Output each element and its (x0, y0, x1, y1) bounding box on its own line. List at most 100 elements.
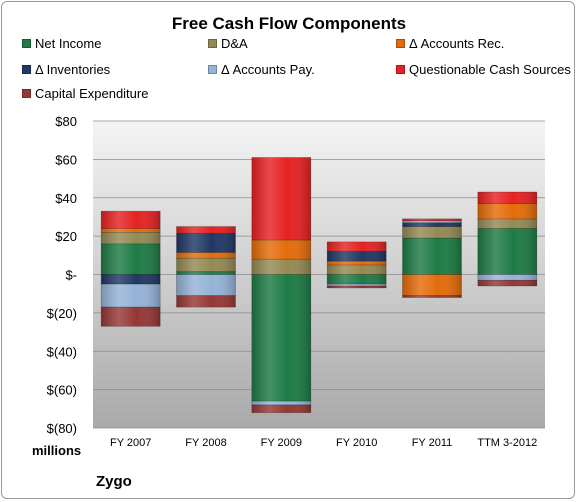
legend-swatch-capex (22, 89, 31, 98)
bar-segment-accounts-pay (100, 283, 161, 308)
bar-segment-d-a (251, 258, 312, 275)
bar-segment-d-a (477, 218, 538, 229)
bar-shine (176, 258, 236, 272)
legend-swatch-accounts-rec (396, 39, 405, 48)
bar-shine (251, 401, 311, 405)
y-axis-ticks: $80 $60 $40 $20 $- $(20) $(40) $(60) $(80) (47, 114, 77, 436)
x-tick-label: FY 2011 (412, 437, 453, 449)
bar-shine (101, 307, 161, 327)
bar-shine (402, 295, 462, 298)
legend-item-questionable-cash: Questionable Cash Sources (396, 62, 571, 77)
legend-label-accounts-rec: Δ Accounts Rec. (409, 36, 505, 51)
bar-segment-net-income (477, 228, 538, 275)
legend-label-da: D&A (221, 36, 248, 51)
bar-shine (251, 404, 311, 413)
bar-shine (402, 274, 462, 296)
units-label: millions (32, 443, 82, 458)
bar-shine (101, 211, 161, 229)
x-tick-label: TTM 3-2012 (477, 437, 537, 449)
bar-shine (251, 259, 311, 275)
bar-shine (402, 222, 462, 227)
bar-shine (402, 220, 462, 223)
bar-segment-inventories (176, 232, 236, 253)
bar-segment-accounts-rec (100, 228, 161, 233)
legend-swatch-net-income (22, 39, 31, 48)
y-tick-label: $80 (55, 114, 77, 129)
x-tick-label: FY 2007 (110, 437, 151, 449)
bar-shine (477, 191, 537, 204)
y-tick-label: $20 (55, 229, 77, 244)
bar-shine (477, 274, 537, 281)
bar-shine (402, 226, 462, 239)
bar-segment-accounts-rec (402, 274, 462, 296)
bar-shine (477, 228, 537, 275)
x-tick-label: FY 2008 (185, 437, 226, 449)
bar-segment-inventories (100, 274, 161, 285)
bar-shine (327, 286, 387, 288)
legend-swatch-questionable-cash (396, 65, 405, 74)
bar-shine (327, 261, 387, 265)
bar-shine (251, 239, 311, 260)
bar-segment-d-a (176, 257, 236, 272)
bar-shine (327, 284, 387, 287)
legend-swatch-inventories (22, 65, 31, 74)
bar-shine (477, 203, 537, 219)
bar-shine (101, 232, 161, 244)
bar-segment-accounts-rec (176, 252, 236, 259)
bar-shine (327, 241, 387, 252)
bar-shine (477, 280, 537, 287)
bar-shine (176, 226, 236, 234)
y-tick-label: $(20) (47, 306, 77, 321)
bar-segment-accounts-pay (477, 274, 538, 281)
bar-segment-net-income (402, 237, 462, 275)
bar-segment-accounts-rec (251, 239, 312, 260)
bar-segment-questionable-cash-sources (477, 191, 538, 204)
legend-item-inventories: Δ Inventories (22, 62, 110, 77)
bar-segment-net-income (100, 243, 161, 275)
legend-item-accounts-pay: Δ Accounts Pay. (208, 62, 315, 77)
bar-segment-net-income (251, 274, 312, 402)
bar-shine (176, 295, 236, 308)
bar-shine (101, 284, 161, 308)
bar-shine (251, 157, 311, 240)
bar-shine (101, 274, 161, 285)
bar-segment-questionable-cash-sources (402, 218, 462, 222)
bar-shine (402, 218, 462, 221)
legend-item-net-income: Net Income (22, 36, 101, 51)
x-tick-label: FY 2010 (336, 437, 377, 449)
legend-label-capex: Capital Expenditure (35, 86, 149, 101)
bar-segment-d-a (326, 264, 387, 275)
y-tick-label: $60 (55, 152, 77, 167)
bar-shine (101, 228, 161, 233)
bar-shine (176, 274, 236, 296)
bar-shine (327, 274, 387, 285)
legend-label-inventories: Δ Inventories (35, 62, 111, 77)
legend-swatch-da (208, 39, 217, 48)
bar-segment-capital-expenditure (176, 295, 236, 308)
bar-segment-inventories (326, 251, 387, 262)
y-tick-label: $(60) (47, 383, 77, 398)
bar-segment-capital-expenditure (100, 306, 161, 327)
bar-segment-accounts-rec (326, 260, 387, 266)
bar-shine (402, 238, 462, 275)
bar-shine (251, 274, 311, 402)
y-tick-label: $- (65, 268, 77, 283)
y-tick-label: $40 (55, 191, 77, 206)
bar-segment-net-income (176, 271, 236, 275)
legend-label-questionable-cash: Questionable Cash Sources (409, 62, 571, 77)
bar-segment-net-income (326, 274, 387, 285)
bar-shine (327, 264, 387, 275)
bar-segment-accounts-pay (251, 400, 312, 406)
legend-swatch-accounts-pay (208, 65, 217, 74)
bar-segment-capital-expenditure (477, 279, 538, 287)
bar-shine (176, 252, 236, 259)
bar-shine (477, 218, 537, 229)
legend-label-accounts-pay: Δ Accounts Pay. (221, 62, 315, 77)
bar-segment-d-a (100, 231, 161, 245)
company-name: Zygo (96, 473, 132, 490)
bar-shine (176, 233, 236, 253)
bar-segment-questionable-cash-sources (176, 226, 236, 234)
bar-segment-inventories (402, 222, 462, 227)
y-tick-label: $(40) (47, 344, 77, 359)
